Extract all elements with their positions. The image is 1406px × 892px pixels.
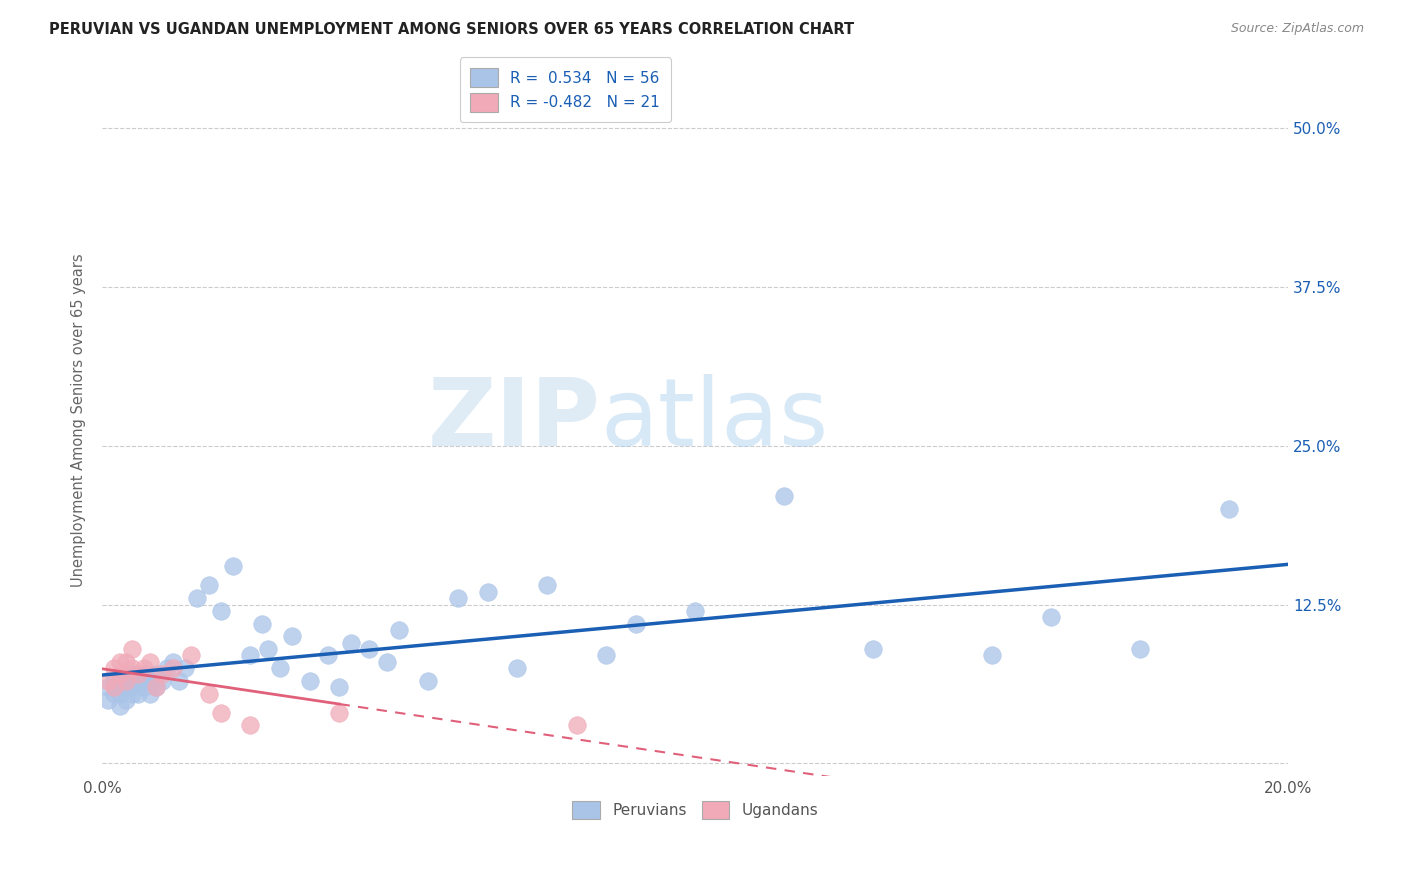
Point: [108, 667, 131, 681]
Point: [186, 591, 208, 606]
Point: [340, 635, 363, 649]
Point: [127, 686, 149, 700]
Point: [595, 648, 617, 663]
Point: [685, 604, 707, 618]
Text: ZIP: ZIP: [427, 374, 600, 467]
Point: [97, 680, 120, 694]
Point: [97, 693, 120, 707]
Point: [150, 667, 173, 681]
Point: [298, 673, 321, 688]
Point: [1040, 610, 1063, 624]
Point: [103, 686, 125, 700]
Point: [198, 686, 221, 700]
Point: [375, 655, 398, 669]
Point: [269, 661, 291, 675]
Point: [115, 673, 138, 688]
Point: [103, 661, 125, 675]
Point: [862, 642, 884, 657]
Point: [252, 616, 274, 631]
Point: [239, 648, 262, 663]
Point: [281, 629, 304, 643]
Point: [103, 673, 125, 688]
Point: [138, 655, 160, 669]
Point: [316, 648, 339, 663]
Point: [138, 673, 160, 688]
Point: [209, 706, 232, 720]
Point: [97, 673, 120, 688]
Point: [115, 655, 138, 669]
Point: [1218, 502, 1240, 516]
Point: [162, 661, 184, 675]
Point: [115, 693, 138, 707]
Point: [1129, 642, 1152, 657]
Point: [108, 655, 131, 669]
Point: [239, 718, 262, 732]
Point: [115, 673, 138, 688]
Point: [121, 667, 143, 681]
Point: [174, 661, 197, 675]
Point: [121, 661, 143, 675]
Text: Source: ZipAtlas.com: Source: ZipAtlas.com: [1230, 22, 1364, 36]
Text: PERUVIAN VS UGANDAN UNEMPLOYMENT AMONG SENIORS OVER 65 YEARS CORRELATION CHART: PERUVIAN VS UGANDAN UNEMPLOYMENT AMONG S…: [49, 22, 855, 37]
Point: [388, 623, 411, 637]
Point: [565, 718, 588, 732]
Point: [115, 680, 138, 694]
Point: [138, 686, 160, 700]
Point: [162, 655, 184, 669]
Point: [536, 578, 558, 592]
Point: [180, 648, 202, 663]
Point: [447, 591, 470, 606]
Legend: Peruvians, Ugandans: Peruvians, Ugandans: [567, 795, 824, 825]
Point: [121, 680, 143, 694]
Point: [127, 667, 149, 681]
Point: [108, 673, 131, 688]
Text: atlas: atlas: [600, 374, 828, 467]
Point: [328, 680, 350, 694]
Point: [222, 559, 245, 574]
Point: [209, 604, 232, 618]
Point: [145, 680, 167, 694]
Point: [257, 642, 280, 657]
Point: [980, 648, 1002, 663]
Point: [150, 673, 173, 688]
Point: [127, 673, 149, 688]
Point: [773, 490, 796, 504]
Point: [506, 661, 529, 675]
Point: [132, 661, 155, 675]
Point: [359, 642, 381, 657]
Point: [121, 686, 143, 700]
Y-axis label: Unemployment Among Seniors over 65 years: Unemployment Among Seniors over 65 years: [72, 253, 86, 587]
Point: [198, 578, 221, 592]
Point: [132, 680, 155, 694]
Point: [624, 616, 647, 631]
Point: [145, 667, 167, 681]
Point: [477, 584, 499, 599]
Point: [132, 667, 155, 681]
Point: [121, 642, 143, 657]
Point: [418, 673, 440, 688]
Point: [328, 706, 350, 720]
Point: [145, 680, 167, 694]
Point: [156, 661, 179, 675]
Point: [108, 686, 131, 700]
Point: [103, 680, 125, 694]
Point: [169, 673, 191, 688]
Point: [108, 699, 131, 714]
